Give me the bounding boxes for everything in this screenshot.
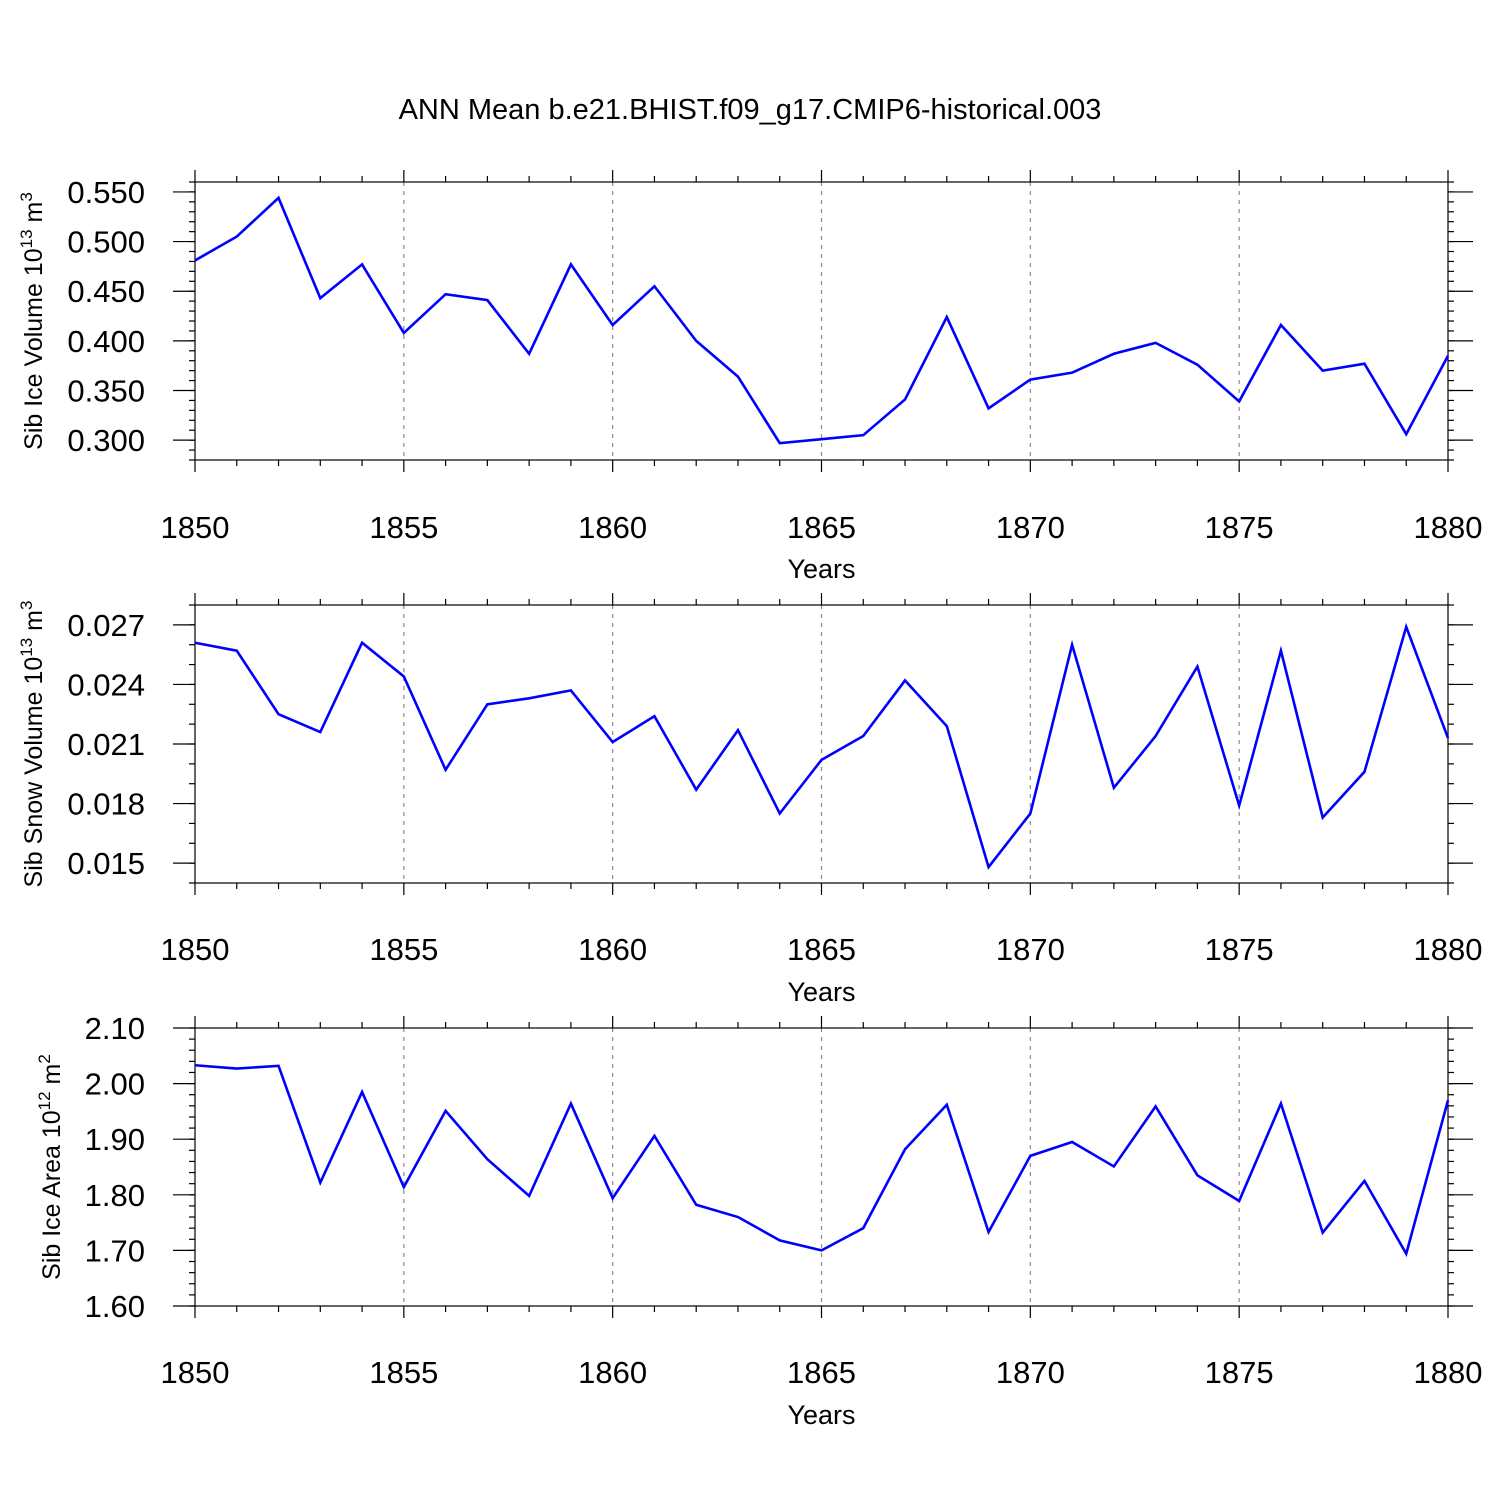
y-axis-title-part: m: [20, 202, 48, 230]
x-tick-label: 1850: [161, 510, 230, 545]
y-axis-title: Sib Ice Area 1012 m2: [35, 1054, 66, 1280]
y-tick-label: 1.60: [85, 1289, 145, 1324]
y-axis-title-exponent: 3: [17, 601, 36, 610]
y-axis-title: Sib Ice Volume 1013 m3: [17, 192, 48, 450]
x-axis-title: Years: [787, 977, 855, 1007]
x-tick-label: 1880: [1414, 510, 1483, 545]
x-tick-label: 1875: [1205, 1355, 1274, 1390]
x-tick-label: 1855: [369, 932, 438, 967]
y-tick-label: 1.90: [85, 1122, 145, 1157]
x-tick-label: 1875: [1205, 510, 1274, 545]
y-axis-title-part: m: [38, 1064, 66, 1092]
y-axis-title-part: Sib Ice Area 10: [38, 1110, 66, 1280]
y-tick-label: 2.00: [85, 1067, 145, 1102]
x-tick-label: 1870: [996, 932, 1065, 967]
y-axis-title-exponent: 12: [35, 1091, 54, 1110]
x-tick-label: 1850: [161, 1355, 230, 1390]
y-tick-label: 0.027: [67, 608, 145, 643]
chart-panel-2: 0.015 0.018 0.021 0.024 0.027 1850 1855 1860 186…: [17, 593, 1482, 1007]
y-axis-title-part: m: [20, 610, 48, 638]
x-tick-label: 1855: [369, 510, 438, 545]
chart-panels: 0.300 0.350 0.400 0.450 0.500 0.550 1850 1855 18…: [17, 170, 1482, 1430]
y-tick-label: 0.500: [67, 225, 145, 260]
figure-title: ANN Mean b.e21.BHIST.f09_g17.CMIP6-histo…: [399, 94, 1102, 126]
y-tick-label: 0.400: [67, 324, 145, 359]
y-axis-title-part: Sib Snow Volume 10: [20, 657, 48, 888]
x-tick-label: 1860: [578, 1355, 647, 1390]
x-axis-title: Years: [787, 1400, 855, 1430]
chart-panel-3: 1.60 1.70 1.80 1.90 2.00 2.10 1850 1855 1860 1865…: [35, 1011, 1482, 1430]
y-tick-label: 0.024: [67, 667, 145, 702]
y-axis-title: Sib Snow Volume 1013 m3: [17, 601, 48, 888]
x-tick-label: 1880: [1414, 1355, 1483, 1390]
y-tick-label: 0.018: [67, 787, 145, 822]
y-tick-label: 1.80: [85, 1178, 145, 1213]
x-tick-label: 1870: [996, 1355, 1065, 1390]
x-tick-label: 1870: [996, 510, 1065, 545]
chart-panel-1: 0.300 0.350 0.400 0.450 0.500 0.550 1850 1855 18…: [17, 170, 1482, 584]
y-axis-title-exponent: 13: [17, 638, 36, 657]
x-tick-label: 1865: [787, 1355, 856, 1390]
y-axis-title-exponent: 2: [35, 1054, 54, 1063]
x-tick-label: 1875: [1205, 932, 1274, 967]
x-axis-title: Years: [787, 554, 855, 584]
y-tick-label: 0.300: [67, 423, 145, 458]
y-tick-label: 2.10: [85, 1011, 145, 1046]
y-tick-label: 0.021: [67, 727, 145, 762]
x-tick-label: 1880: [1414, 932, 1483, 967]
y-tick-label: 1.70: [85, 1233, 145, 1268]
y-tick-label: 0.450: [67, 274, 145, 309]
y-axis-title-exponent: 3: [17, 192, 36, 201]
x-tick-label: 1860: [578, 932, 647, 967]
y-axis-title-part: Sib Ice Volume 10: [20, 248, 48, 450]
x-tick-label: 1865: [787, 510, 856, 545]
y-tick-label: 0.550: [67, 175, 145, 210]
x-tick-label: 1855: [369, 1355, 438, 1390]
y-axis-title-exponent: 13: [17, 229, 36, 248]
y-tick-label: 0.350: [67, 374, 145, 409]
x-tick-label: 1850: [161, 932, 230, 967]
x-tick-label: 1860: [578, 510, 647, 545]
y-tick-label: 0.015: [67, 846, 145, 881]
x-tick-label: 1865: [787, 932, 856, 967]
